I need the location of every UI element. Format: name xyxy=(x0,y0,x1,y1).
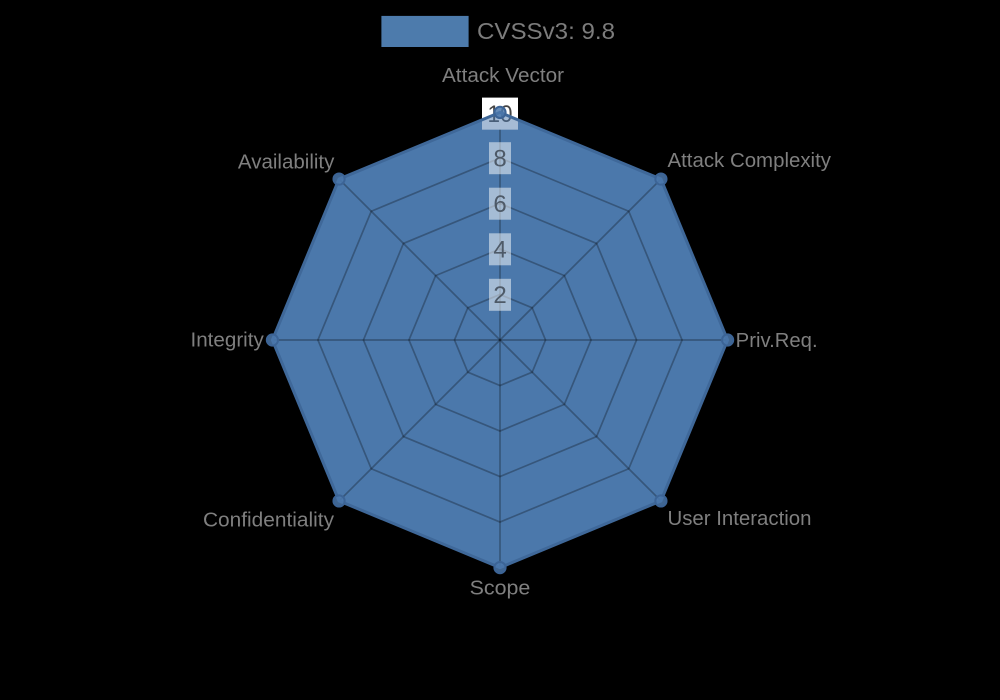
svg-text:6: 6 xyxy=(493,191,506,218)
svg-text:User Interaction: User Interaction xyxy=(668,508,812,530)
svg-text:Confidentiality: Confidentiality xyxy=(203,510,334,532)
svg-text:2: 2 xyxy=(493,282,506,309)
svg-text:Integrity: Integrity xyxy=(191,330,264,352)
svg-text:4: 4 xyxy=(493,237,506,264)
svg-text:Attack Vector: Attack Vector xyxy=(442,65,564,87)
svg-text:Scope: Scope xyxy=(470,578,531,600)
svg-text:8: 8 xyxy=(493,146,506,173)
svg-text:Availability: Availability xyxy=(238,152,335,174)
svg-text:CVSSv3: 9.8: CVSSv3: 9.8 xyxy=(477,18,615,44)
svg-text:Priv.Req.: Priv.Req. xyxy=(736,330,818,352)
svg-text:Attack Complexity: Attack Complexity xyxy=(668,150,832,172)
